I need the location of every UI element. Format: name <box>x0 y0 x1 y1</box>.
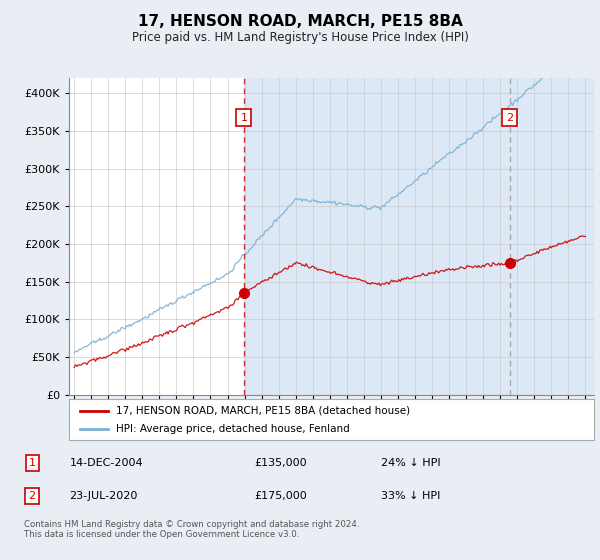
Text: 1: 1 <box>241 113 247 123</box>
Text: 17, HENSON ROAD, MARCH, PE15 8BA: 17, HENSON ROAD, MARCH, PE15 8BA <box>137 14 463 29</box>
Text: 1: 1 <box>29 458 35 468</box>
Text: 2: 2 <box>506 113 513 123</box>
Bar <box>244 78 594 395</box>
Text: 23-JUL-2020: 23-JUL-2020 <box>70 491 138 501</box>
Text: £175,000: £175,000 <box>254 491 307 501</box>
Text: 24% ↓ HPI: 24% ↓ HPI <box>380 458 440 468</box>
Text: HPI: Average price, detached house, Fenland: HPI: Average price, detached house, Fenl… <box>116 424 350 433</box>
Text: Contains HM Land Registry data © Crown copyright and database right 2024.
This d: Contains HM Land Registry data © Crown c… <box>24 520 359 539</box>
Text: 17, HENSON ROAD, MARCH, PE15 8BA (detached house): 17, HENSON ROAD, MARCH, PE15 8BA (detach… <box>116 405 410 416</box>
Text: £135,000: £135,000 <box>254 458 307 468</box>
Text: 14-DEC-2004: 14-DEC-2004 <box>70 458 143 468</box>
Text: 2: 2 <box>29 491 36 501</box>
Text: Price paid vs. HM Land Registry's House Price Index (HPI): Price paid vs. HM Land Registry's House … <box>131 31 469 44</box>
Text: 33% ↓ HPI: 33% ↓ HPI <box>380 491 440 501</box>
